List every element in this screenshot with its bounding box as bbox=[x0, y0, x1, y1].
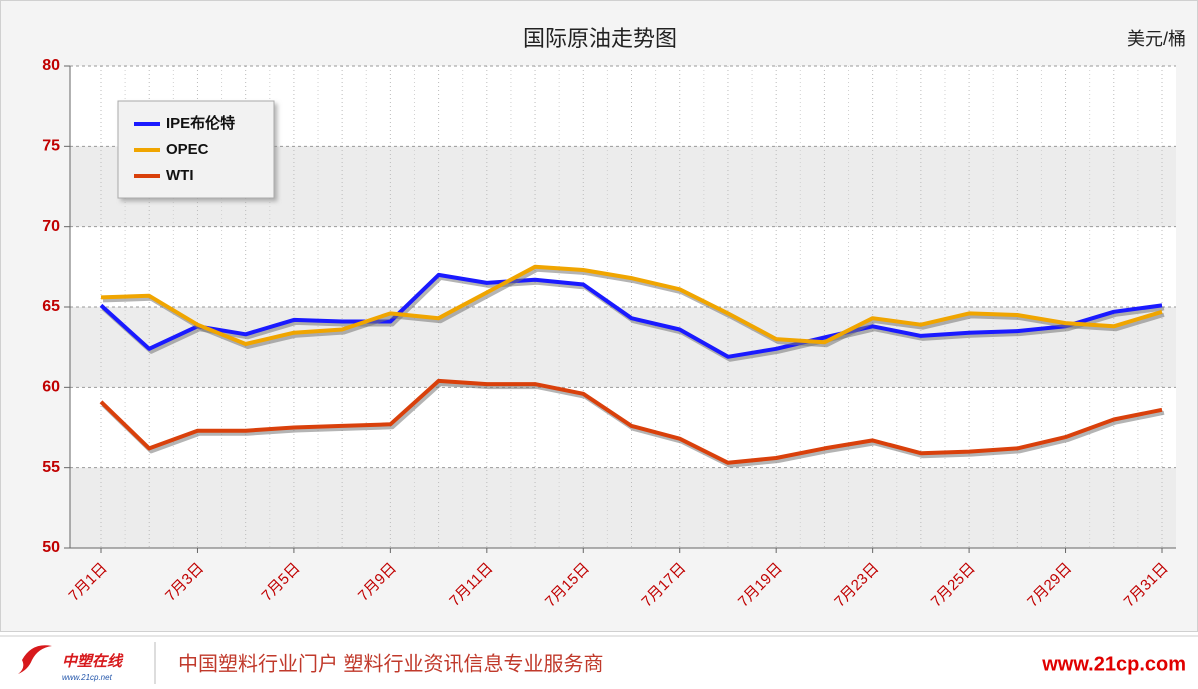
y-tick-label: 80 bbox=[42, 57, 60, 74]
legend-label: WTI bbox=[166, 167, 194, 184]
series-line bbox=[99, 272, 1163, 359]
chart-title: 国际原油走势图 bbox=[523, 26, 677, 51]
y-tick-label: 60 bbox=[42, 379, 60, 396]
legend-label: IPE布伦特 bbox=[166, 114, 235, 132]
logo-text: 中塑在线 bbox=[62, 653, 124, 670]
footer-site: www.21cp.com bbox=[1041, 653, 1186, 675]
line-shadow bbox=[102, 267, 1165, 349]
grid-band bbox=[70, 467, 1176, 548]
unit-label: 美元/桶 bbox=[1127, 29, 1186, 49]
logo-url: www.21cp.net bbox=[62, 673, 113, 682]
y-tick-label: 70 bbox=[42, 218, 60, 235]
series-line bbox=[99, 378, 1163, 465]
series-line bbox=[100, 264, 1163, 346]
legend-label: OPEC bbox=[166, 141, 209, 158]
logo-icon bbox=[18, 645, 52, 674]
line-shadow bbox=[101, 381, 1165, 468]
y-tick-label: 50 bbox=[42, 539, 60, 556]
legend: IPE布伦特 OPEC WTI bbox=[117, 100, 275, 199]
y-tick-label: 65 bbox=[42, 298, 60, 315]
y-tick-label: 55 bbox=[42, 459, 60, 476]
y-tick-label: 75 bbox=[42, 138, 60, 155]
line-shadow bbox=[101, 275, 1165, 362]
footer-slogan: 中国塑料行业门户 塑料行业资讯信息专业服务商 bbox=[178, 652, 604, 675]
